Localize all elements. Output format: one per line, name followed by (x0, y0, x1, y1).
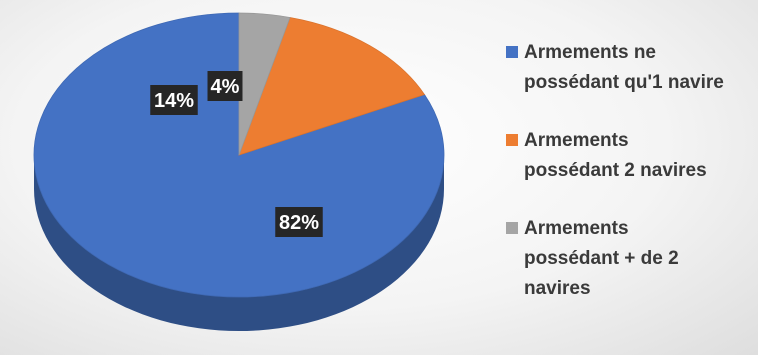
legend-line: navires (524, 278, 591, 299)
legend-line: possédant 2 navires (524, 160, 707, 181)
legend-line: possédant + de 2 (524, 248, 679, 269)
legend-item-2-navires: Armements possédant 2 navires (488, 126, 756, 186)
legend-item-plus-de-2-navires: Armements possédant + de 2 navires (488, 214, 756, 304)
pie-side-0 (34, 155, 444, 331)
pie-slice-1 (238, 17, 426, 156)
legend-item-1-navire: Armements ne possédant qu'1 navire (488, 38, 756, 98)
data-label-box-1 (150, 85, 198, 115)
legend-line: Armements ne (524, 42, 656, 63)
legend-line: Armements (524, 130, 629, 151)
pie-slice-2 (238, 12, 291, 156)
legend-swatch-gray (506, 222, 518, 234)
legend-line: possédant qu'1 navire (524, 72, 724, 93)
data-label-box-2 (207, 71, 243, 101)
data-label-box-0 (275, 207, 323, 237)
legend-line: Armements (524, 218, 629, 239)
legend-swatch-orange (506, 134, 518, 146)
legend-swatch-blue (506, 46, 518, 58)
data-label-1: 14% (154, 90, 194, 112)
data-label-0: 82% (279, 212, 319, 234)
legend: Armements ne possédant qu'1 navire Armem… (488, 38, 756, 304)
data-label-2: 4% (211, 76, 240, 98)
